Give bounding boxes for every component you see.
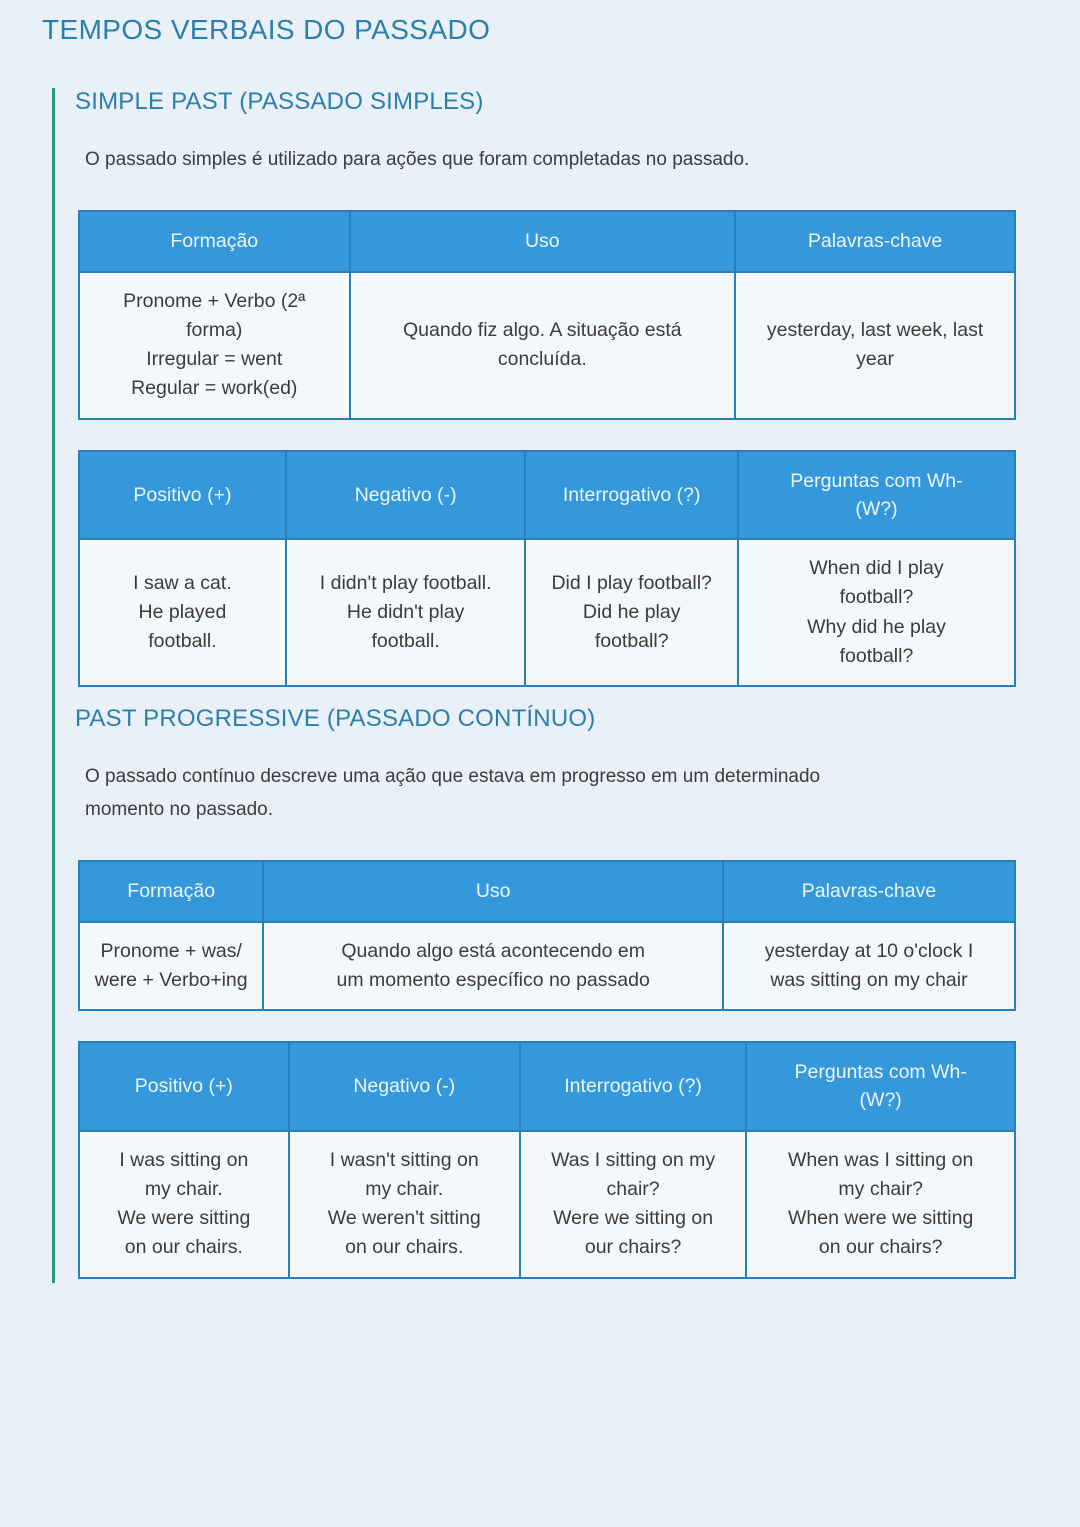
column-header-negativo: Negativo (-) [284,449,527,541]
formation-table-past-progressive: Formação Uso Palavras-chave Pronome + wa… [77,860,1017,1012]
column-header-perguntas-wh: Perguntas com Wh- (W?) [745,1041,1016,1132]
table-row: Pronome + was/ were + Verbo+ing Quando a… [77,920,1017,1012]
table-row: Pronome + Verbo (2ª forma) Irregular = w… [78,270,1016,420]
cell-positivo: I saw a cat. He played football. [78,538,287,688]
column-header-positivo: Positivo (+) [78,449,287,541]
column-header-palavras-chave: Palavras-chave [734,210,1016,273]
forms-table-simple-past: Positivo (+) Negativo (-) Interrogativo … [78,449,1017,688]
column-header-interrogativo: Interrogativo (?) [524,449,739,541]
formation-table-simple-past: Formação Uso Palavras-chave Pronome + Ve… [78,210,1016,420]
column-header-uso: Uso [262,860,724,923]
cell-formacao: Pronome + was/ were + Verbo+ing [77,920,265,1012]
cell-perguntas-wh: When was I sitting on my chair? When wer… [745,1129,1016,1279]
content-rail: SIMPLE PAST (PASSADO SIMPLES) O passado … [52,88,1037,1283]
cell-negativo: I didn't play football. He didn't play f… [284,538,527,688]
cell-interrogativo: Was I sitting on my chair? Were we sitti… [518,1129,748,1279]
section-past-progressive: PAST PROGRESSIVE (PASSADO CONTÍNUO) O pa… [75,705,1037,1279]
cell-negativo: I wasn't sitting on my chair. We weren't… [287,1129,521,1279]
table-header-row: Positivo (+) Negativo (-) Interrogativo … [78,1041,1016,1132]
table-header-row: Formação Uso Palavras-chave [77,860,1017,923]
column-header-palavras-chave: Palavras-chave [721,860,1017,923]
column-header-negativo: Negativo (-) [287,1041,521,1132]
column-header-uso: Uso [348,210,737,273]
forms-table-past-progressive: Positivo (+) Negativo (-) Interrogativo … [78,1041,1016,1279]
cell-palavras-chave: yesterday, last week, last year [734,270,1016,420]
section-simple-past: SIMPLE PAST (PASSADO SIMPLES) O passado … [75,88,1037,688]
column-header-positivo: Positivo (+) [78,1041,290,1132]
section-heading-past-progressive: PAST PROGRESSIVE (PASSADO CONTÍNUO) [75,705,596,733]
table-header-row: Formação Uso Palavras-chave [78,210,1016,273]
table-header-row: Positivo (+) Negativo (-) Interrogativo … [78,449,1017,541]
cell-uso: Quando algo está acontecendo em um momen… [262,920,724,1012]
table-row: I saw a cat. He played football. I didn'… [78,538,1017,688]
cell-uso: Quando fiz algo. A situação está concluí… [348,270,737,420]
cell-interrogativo: Did I play football? Did he play footbal… [524,538,739,688]
column-header-formacao: Formação [77,860,265,923]
cell-palavras-chave: yesterday at 10 o'clock I was sitting on… [721,920,1017,1012]
cell-positivo: I was sitting on my chair. We were sitti… [78,1129,290,1279]
section-intro-past-progressive: O passado contínuo descreve uma ação que… [85,765,821,821]
column-header-interrogativo: Interrogativo (?) [518,1041,748,1132]
section-heading-simple-past: SIMPLE PAST (PASSADO SIMPLES) [75,88,484,116]
table-row: I was sitting on my chair. We were sitti… [78,1129,1016,1279]
column-header-perguntas-wh: Perguntas com Wh- (W?) [736,449,1017,541]
cell-formacao: Pronome + Verbo (2ª forma) Irregular = w… [78,270,351,420]
section-intro-simple-past: O passado simples é utilizado para ações… [85,148,750,170]
cell-perguntas-wh: When did I play football? Why did he pla… [736,538,1017,688]
column-header-formacao: Formação [78,210,351,273]
page-title: TEMPOS VERBAIS DO PASSADO [42,14,491,45]
